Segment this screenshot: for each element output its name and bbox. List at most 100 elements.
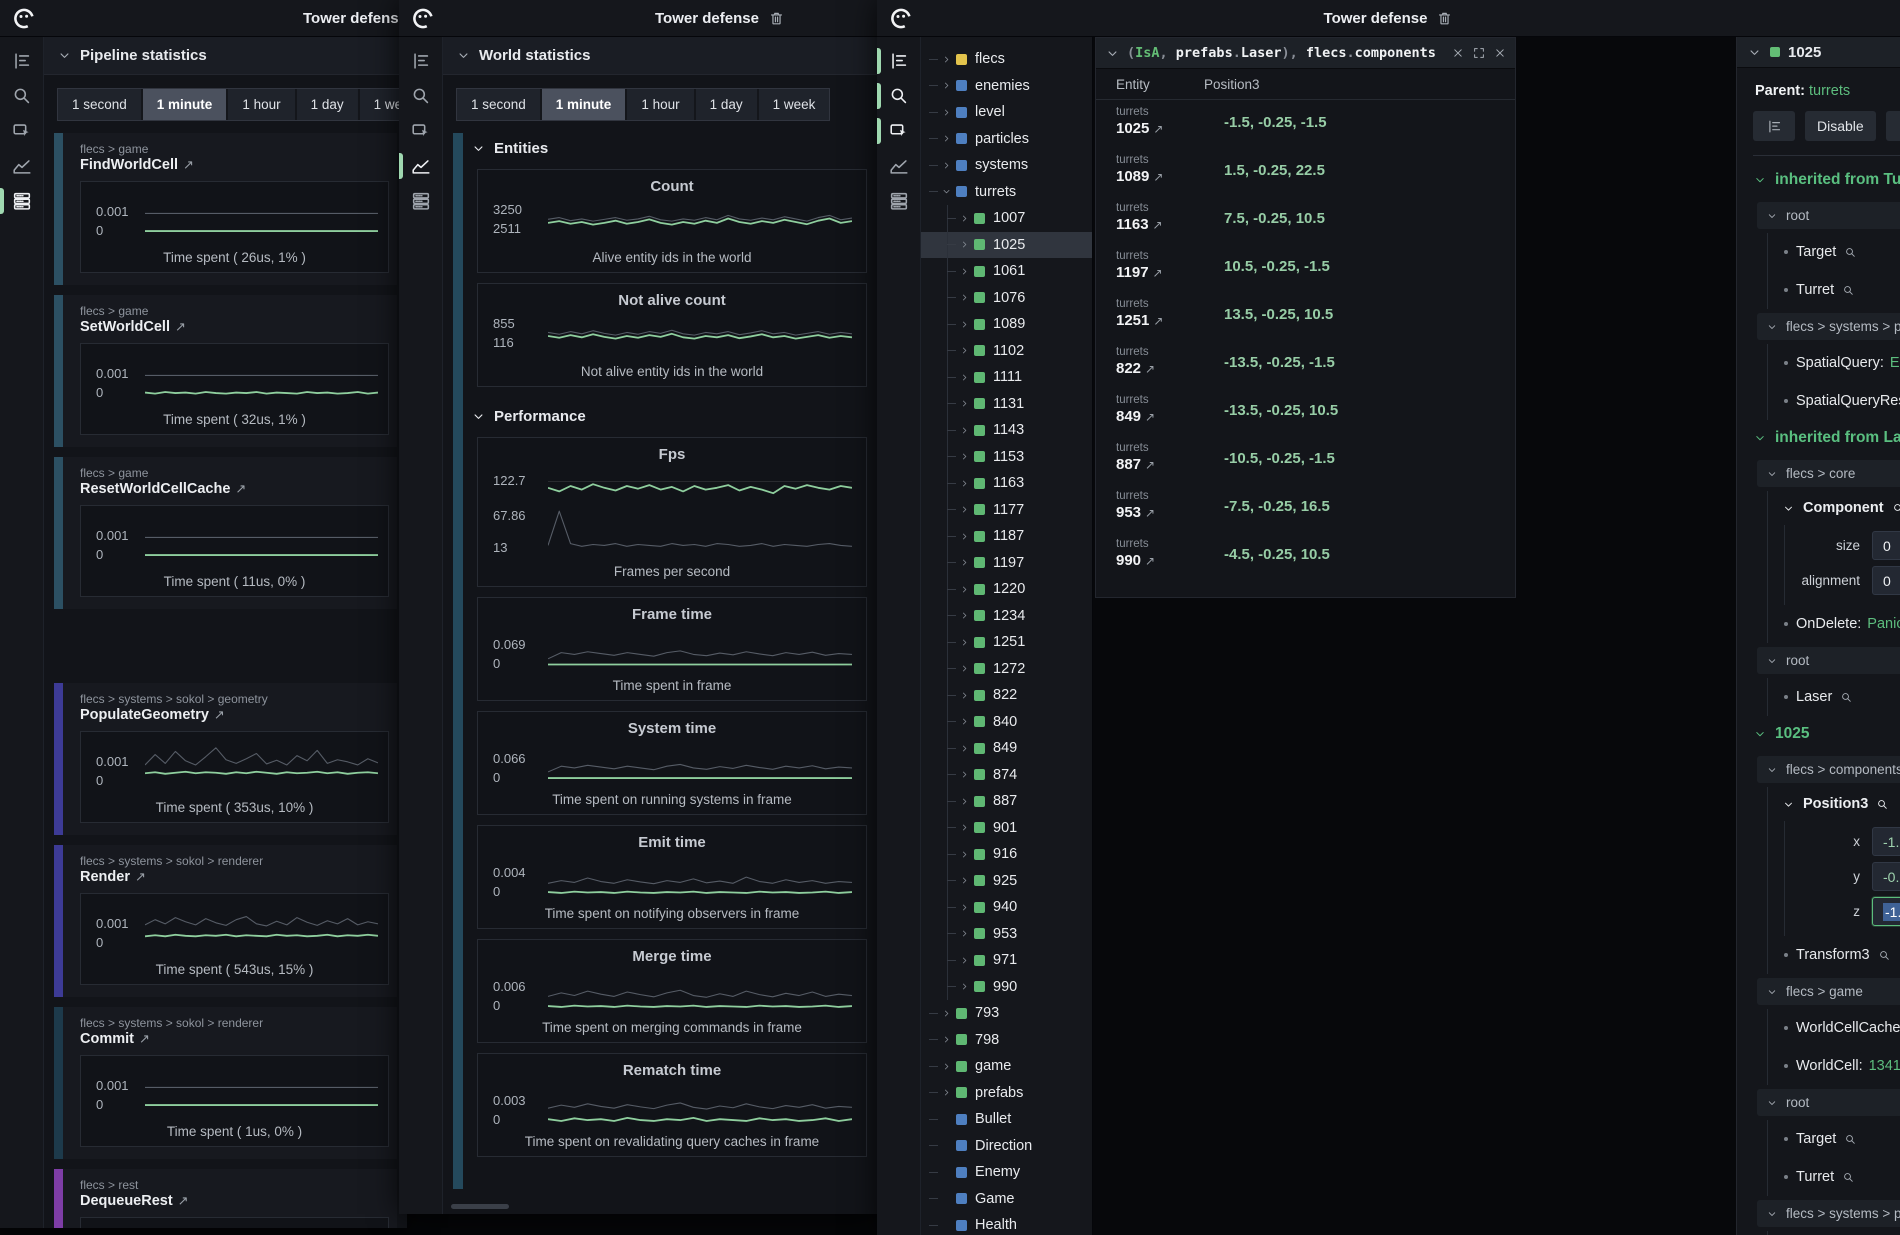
tree-item-1163[interactable]: 1163 bbox=[921, 470, 1092, 497]
tab-1-hour[interactable]: 1 hour bbox=[228, 89, 295, 120]
entity-id-link[interactable]: 1089 ↗ bbox=[1116, 168, 1164, 185]
chevron-right-icon[interactable] bbox=[957, 557, 971, 568]
chevron-right-icon[interactable] bbox=[957, 398, 971, 409]
chevron-right-icon[interactable] bbox=[957, 663, 971, 674]
open-link-icon[interactable]: ↗ bbox=[138, 1031, 150, 1046]
component-expand-position3[interactable]: Position3 bbox=[1768, 787, 1900, 821]
component-scope-bar[interactable]: flecs > game bbox=[1757, 978, 1900, 1005]
chevron-right-icon[interactable] bbox=[957, 981, 971, 992]
x-input[interactable]: -1.5 bbox=[1872, 827, 1900, 856]
chevron-right-icon[interactable] bbox=[957, 584, 971, 595]
chart-name[interactable]: Render ↗ bbox=[80, 869, 146, 885]
search-icon[interactable] bbox=[1844, 246, 1857, 259]
tree-item-1025[interactable]: 1025 bbox=[921, 231, 1092, 258]
tree-item-901[interactable]: 901 bbox=[921, 814, 1092, 841]
open-link-icon[interactable]: ↗ bbox=[134, 869, 146, 884]
chevron-right-icon[interactable] bbox=[957, 345, 971, 356]
chevron-right-icon[interactable] bbox=[957, 292, 971, 303]
parent-value[interactable]: turrets bbox=[1809, 83, 1851, 99]
chevron-right-icon[interactable] bbox=[939, 80, 953, 91]
entity-id-link[interactable]: 953 ↗ bbox=[1116, 504, 1156, 521]
section-header-performance[interactable]: Performance bbox=[471, 401, 867, 431]
open-link-icon[interactable]: ↗ bbox=[177, 1193, 189, 1208]
tree-item-793[interactable]: 793 bbox=[921, 1000, 1092, 1027]
close-icon[interactable] bbox=[1493, 46, 1507, 60]
chevron-right-icon[interactable] bbox=[957, 796, 971, 807]
chevron-down-icon[interactable] bbox=[1105, 46, 1120, 61]
chevron-right-icon[interactable] bbox=[957, 769, 971, 780]
chevron-down-icon[interactable] bbox=[1747, 45, 1762, 60]
tree-item-971[interactable]: 971 bbox=[921, 947, 1092, 974]
query-result-row[interactable]: turrets 887 ↗ -10.5, -0.25, -1.5 bbox=[1096, 436, 1515, 484]
sidebar-item-inspect[interactable] bbox=[399, 119, 443, 143]
open-link-icon[interactable]: ↗ bbox=[174, 319, 186, 334]
tab-1-second[interactable]: 1 second bbox=[58, 89, 141, 120]
tree-item-1089[interactable]: 1089 bbox=[921, 311, 1092, 338]
sidebar-item-tree[interactable] bbox=[0, 49, 44, 73]
search-icon[interactable] bbox=[1876, 798, 1889, 811]
tree-item-1234[interactable]: 1234 bbox=[921, 602, 1092, 629]
tree-item-Direction[interactable]: Direction bbox=[921, 1133, 1092, 1160]
component-scope-bar[interactable]: flecs > core bbox=[1757, 460, 1900, 487]
panel-header[interactable]: World statistics bbox=[443, 37, 877, 75]
chevron-right-icon[interactable] bbox=[957, 425, 971, 436]
query-result-row[interactable]: turrets 1025 ↗ -1.5, -0.25, -1.5 bbox=[1096, 100, 1515, 148]
chevron-right-icon[interactable] bbox=[957, 239, 971, 250]
tree-item-Enemy[interactable]: Enemy bbox=[921, 1159, 1092, 1186]
chevron-right-icon[interactable] bbox=[939, 54, 953, 65]
chart-name[interactable]: DequeueRest ↗ bbox=[80, 1193, 189, 1209]
entity-id-link[interactable]: 849 ↗ bbox=[1116, 408, 1156, 425]
entity-id-link[interactable]: 822 ↗ bbox=[1116, 360, 1156, 377]
query-expression[interactable]: (IsA, prefabs.Laser), flecs.components bbox=[1127, 45, 1436, 61]
tree-item-1007[interactable]: 1007 bbox=[921, 205, 1092, 232]
query-result-row[interactable]: turrets 1089 ↗ 1.5, -0.25, 22.5 bbox=[1096, 148, 1515, 196]
disable-button[interactable]: Disable bbox=[1805, 111, 1876, 141]
sidebar-item-chart[interactable] bbox=[0, 154, 44, 178]
chevron-right-icon[interactable] bbox=[957, 372, 971, 383]
sidebar-item-stats[interactable] bbox=[877, 189, 921, 213]
tree-item-Game[interactable]: Game bbox=[921, 1186, 1092, 1213]
tree-item-turrets[interactable]: turrets bbox=[921, 179, 1092, 206]
sidebar-item-stats[interactable] bbox=[0, 188, 44, 214]
chevron-right-icon[interactable] bbox=[957, 849, 971, 860]
trash-icon[interactable] bbox=[1436, 10, 1453, 27]
component-scope-bar[interactable]: root bbox=[1757, 202, 1900, 229]
tab-1-day[interactable]: 1 day bbox=[296, 89, 358, 120]
tree-item-1187[interactable]: 1187 bbox=[921, 523, 1092, 550]
query-result-row[interactable]: turrets 1251 ↗ 13.5, -0.25, 10.5 bbox=[1096, 292, 1515, 340]
alignment-input[interactable]: 0 bbox=[1872, 566, 1900, 595]
tab-1-hour[interactable]: 1 hour bbox=[627, 89, 694, 120]
entity-id-link[interactable]: 990 ↗ bbox=[1116, 552, 1156, 569]
entity-id-link[interactable]: 1163 ↗ bbox=[1116, 216, 1163, 233]
tree-item-874[interactable]: 874 bbox=[921, 761, 1092, 788]
tree-item-940[interactable]: 940 bbox=[921, 894, 1092, 921]
tree-item-Bullet[interactable]: Bullet bbox=[921, 1106, 1092, 1133]
search-icon[interactable] bbox=[1842, 1171, 1855, 1184]
tree-item-prefabs[interactable]: prefabs bbox=[921, 1080, 1092, 1107]
query-result-row[interactable]: turrets 849 ↗ -13.5, -0.25, 10.5 bbox=[1096, 388, 1515, 436]
size-input[interactable]: 0 bbox=[1872, 531, 1900, 560]
panel-header[interactable]: Pipeline statistics bbox=[44, 37, 407, 75]
tree-item-flecs[interactable]: flecs bbox=[921, 46, 1092, 73]
tab-1-week[interactable]: 1 week bbox=[758, 89, 830, 120]
query-result-row[interactable]: turrets 990 ↗ -4.5, -0.25, 10.5 bbox=[1096, 532, 1515, 580]
query-result-row[interactable]: turrets 822 ↗ -13.5, -0.25, -1.5 bbox=[1096, 340, 1515, 388]
tree-view-button[interactable] bbox=[1753, 111, 1795, 141]
sidebar-item-search[interactable] bbox=[877, 83, 921, 109]
entity-id-link[interactable]: 1251 ↗ bbox=[1116, 312, 1164, 329]
tree-item-1131[interactable]: 1131 bbox=[921, 390, 1092, 417]
chevron-right-icon[interactable] bbox=[957, 637, 971, 648]
tree-item-1102[interactable]: 1102 bbox=[921, 337, 1092, 364]
sidebar-item-tree[interactable] bbox=[399, 49, 443, 73]
chart-name[interactable]: Commit ↗ bbox=[80, 1031, 150, 1047]
tree-item-enemies[interactable]: enemies bbox=[921, 73, 1092, 100]
save-button[interactable] bbox=[1885, 111, 1900, 141]
chevron-down-icon[interactable] bbox=[939, 186, 953, 197]
trash-icon[interactable] bbox=[768, 10, 785, 27]
tree-item-1076[interactable]: 1076 bbox=[921, 284, 1092, 311]
tree-item-1143[interactable]: 1143 bbox=[921, 417, 1092, 444]
entity-id-link[interactable]: 887 ↗ bbox=[1116, 456, 1156, 473]
sidebar-item-inspect[interactable] bbox=[877, 118, 921, 144]
component-expand-component[interactable]: Component bbox=[1768, 491, 1900, 525]
tab-1-second[interactable]: 1 second bbox=[457, 89, 540, 120]
